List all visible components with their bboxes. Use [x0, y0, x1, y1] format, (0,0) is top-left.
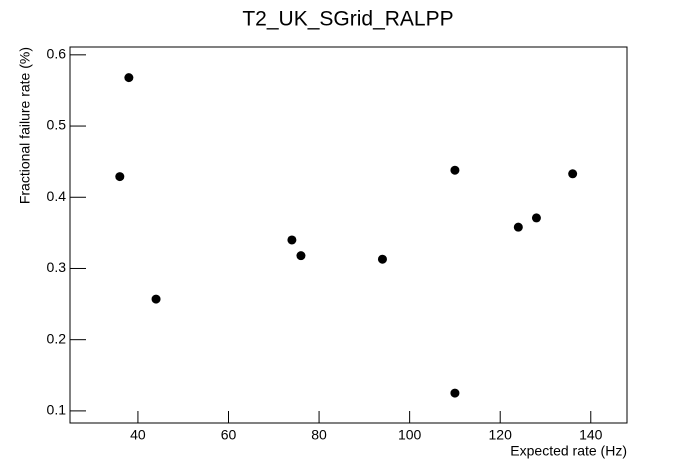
point	[287, 235, 297, 245]
point	[124, 73, 134, 83]
x-tick-label: 40	[130, 427, 146, 443]
x-tick-label: 120	[489, 427, 513, 443]
y-tick-label: 0.2	[47, 330, 67, 346]
plot-frame	[69, 46, 628, 424]
y-tick-label: 0.3	[47, 259, 67, 275]
y-tick-label: 0.6	[47, 46, 67, 62]
point	[513, 222, 523, 232]
point	[450, 388, 460, 398]
point	[115, 172, 125, 182]
x-tick-label: 100	[398, 427, 422, 443]
y-tick-label: 0.4	[47, 188, 67, 204]
x-tick-label: 140	[579, 427, 603, 443]
point	[531, 213, 541, 223]
x-tick-label: 60	[221, 427, 237, 443]
point	[568, 169, 578, 179]
point	[296, 251, 306, 261]
y-tick-label: 0.5	[47, 117, 67, 133]
x-tick-label: 80	[311, 427, 327, 443]
y-tick-label: 0.1	[47, 402, 67, 418]
point	[450, 165, 460, 175]
point	[151, 294, 161, 304]
y-axis-label: Fractional failure rate (%)	[17, 47, 33, 204]
x-axis-label: Expected rate (Hz)	[510, 443, 627, 459]
point	[377, 254, 387, 264]
chart-title: T2_UK_SGrid_RALPP	[242, 8, 453, 31]
